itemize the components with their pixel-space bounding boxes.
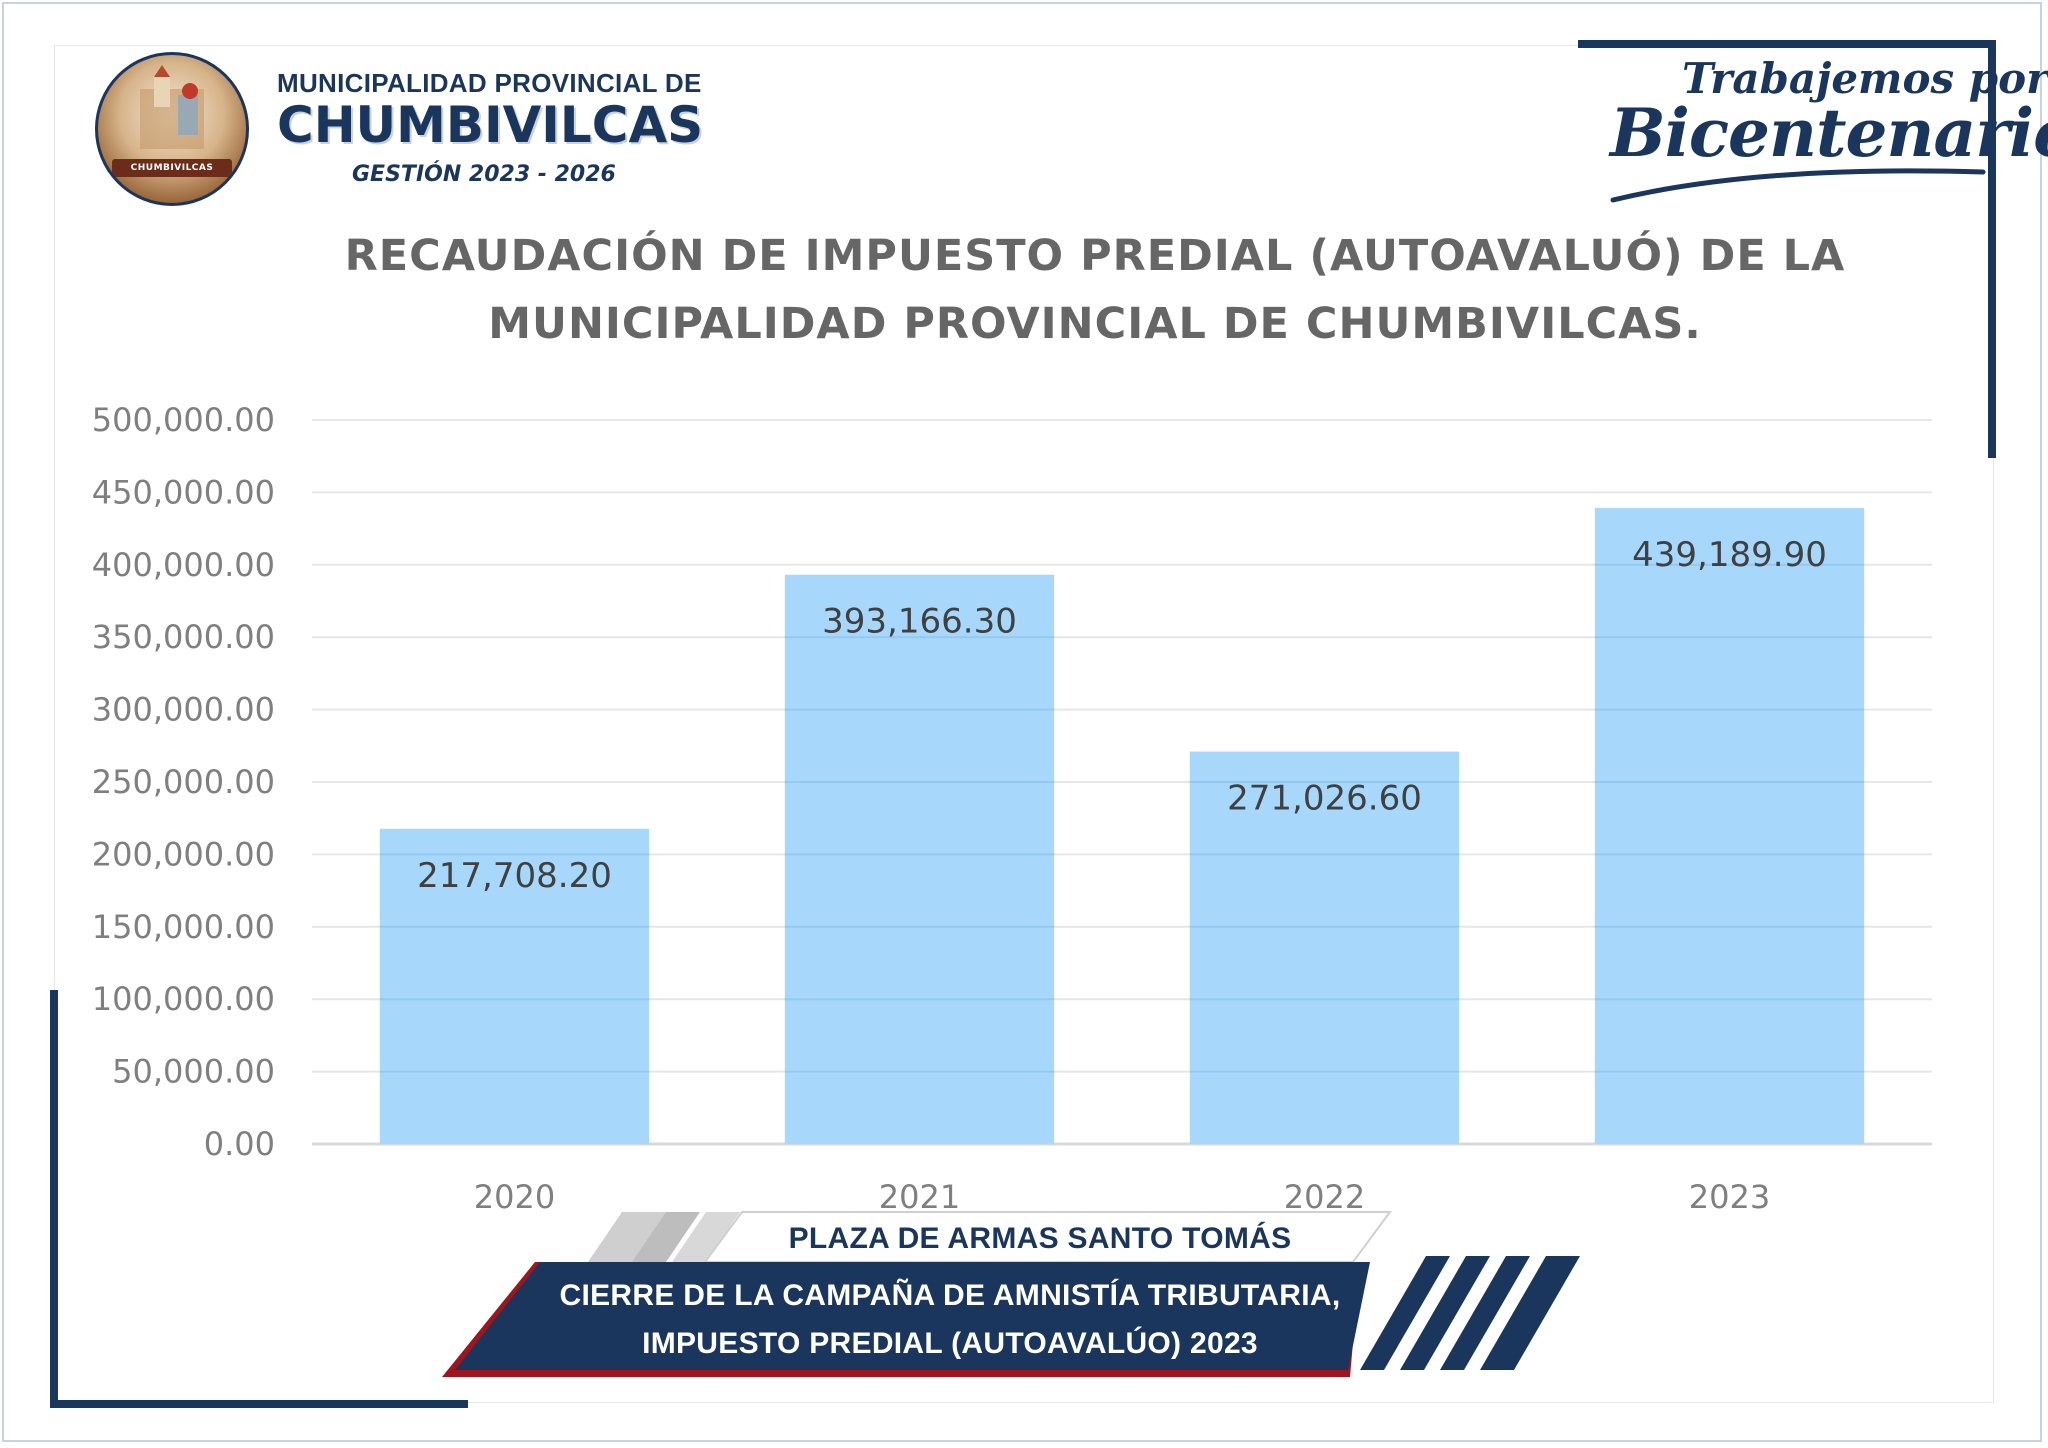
data-label: 439,189.90 <box>1632 535 1827 575</box>
y-tick-label: 0.00 <box>204 1125 275 1163</box>
motto-main-text: Bicentenario <box>1610 94 2048 172</box>
y-tick-label: 50,000.00 <box>112 1053 275 1091</box>
data-labels: 217,708.20 393,166.30 271,026.60 439,189.90 <box>417 535 1827 896</box>
frame-corner-top-right <box>1578 40 1996 48</box>
bars <box>379 508 1865 1144</box>
frame-corner-bottom-left-side <box>50 990 58 1408</box>
banner-stripe <box>672 1212 740 1262</box>
y-axis-ticks: 0.00 50,000.00 100,000.00 150,000.00 200,000… <box>92 401 275 1163</box>
banner-main <box>455 1262 1370 1370</box>
banner-title-line2: IMPUESTO PREDIAL (AUTOAVALÚO) 2023 <box>642 1327 1258 1360</box>
banner-stripe <box>632 1212 700 1262</box>
bar <box>784 574 1055 1144</box>
motto-swoosh-icon <box>1610 168 1986 203</box>
x-tick-label: 2021 <box>879 1178 960 1216</box>
banner-stripe <box>1400 1256 1490 1370</box>
x-tick-label: 2023 <box>1689 1178 1770 1216</box>
y-tick-label: 250,000.00 <box>92 763 275 801</box>
banner-location: PLAZA DE ARMAS SANTO TOMÁS <box>788 1222 1292 1255</box>
banner-stripe <box>1480 1256 1580 1370</box>
org-term-line: GESTIÓN 2023 - 2026 <box>352 162 616 187</box>
x-tick-label: 2020 <box>474 1178 555 1216</box>
banner-title-line1: CIERRE DE LA CAMPAÑA DE AMNISTÍA TRIBUTA… <box>559 1279 1341 1312</box>
data-label: 271,026.60 <box>1227 779 1422 819</box>
y-tick-label: 450,000.00 <box>92 473 275 511</box>
banner-stripe <box>1360 1256 1450 1370</box>
bar <box>1594 508 1865 1144</box>
chart-title-line2: MUNICIPALIDAD PROVINCIAL DE CHUMBIVILCAS… <box>488 299 1702 349</box>
inner-frame <box>54 45 1994 1403</box>
org-name-line2: CHUMBIVILCAS <box>277 96 704 154</box>
seal-text: CHUMBIVILCAS <box>130 163 214 173</box>
y-tick-label: 350,000.00 <box>92 618 275 656</box>
data-label: 393,166.30 <box>822 602 1017 642</box>
y-tick-label: 300,000.00 <box>92 691 275 729</box>
x-tick-label: 2022 <box>1284 1178 1365 1216</box>
org-name-line1: MUNICIPALIDAD PROVINCIAL DE <box>277 68 702 98</box>
y-tick-label: 150,000.00 <box>92 908 275 946</box>
y-tick-label: 100,000.00 <box>92 980 275 1018</box>
data-label: 217,708.20 <box>417 856 612 896</box>
chart-title-line1: RECAUDACIÓN DE IMPUESTO PREDIAL (AUTOAVA… <box>344 231 1846 281</box>
municipality-seal-logo: CHUMBIVILCAS <box>95 52 249 206</box>
bar <box>1189 751 1460 1144</box>
bar <box>379 828 650 1144</box>
banner-stripe <box>1440 1256 1530 1370</box>
frame-corner-top-right-side <box>1988 40 1996 458</box>
seal-ribbon: CHUMBIVILCAS <box>112 159 232 177</box>
chart-title: RECAUDACIÓN DE IMPUESTO PREDIAL (AUTOAVA… <box>280 222 1910 358</box>
frame-corner-bottom-left <box>50 1400 468 1408</box>
bicentenario-motto-logo: Trabajemos por el Bicentenario <box>1590 52 2048 203</box>
y-tick-label: 400,000.00 <box>92 546 275 584</box>
banner-stripe <box>588 1212 670 1262</box>
x-axis-ticks: 2020 2021 2022 2023 <box>474 1178 1770 1216</box>
y-tick-label: 200,000.00 <box>92 835 275 873</box>
motto-top-text: Trabajemos por el <box>1682 54 2048 103</box>
y-tick-label: 500,000.00 <box>92 401 275 439</box>
